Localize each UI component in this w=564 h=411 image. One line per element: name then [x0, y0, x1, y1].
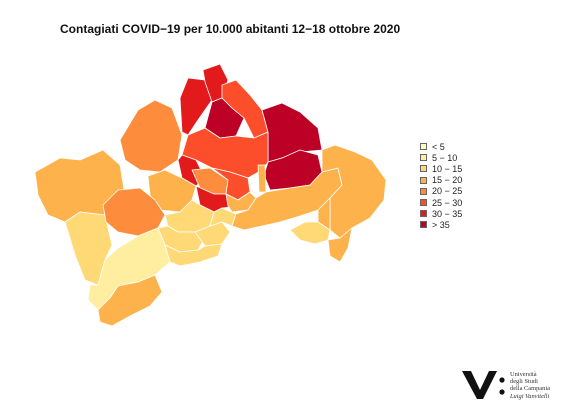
legend-item: 5 − 10: [420, 152, 462, 163]
legend-label: 5 − 10: [432, 152, 458, 163]
logo-line: Università: [510, 371, 537, 378]
logo-dot-bottom: [499, 389, 505, 395]
map-district: [119, 99, 183, 173]
logo-line: degli Studi: [510, 378, 538, 386]
map-district: [327, 227, 353, 263]
legend-label: 15 − 20: [432, 175, 463, 186]
map-district: [97, 274, 163, 327]
legend-label: 25 − 30: [432, 197, 463, 208]
legend-label: < 5: [432, 141, 445, 152]
legend-label: 10 − 15: [432, 163, 463, 174]
legend-swatch: [420, 165, 427, 173]
legend-swatch: [420, 176, 427, 184]
logo-line-italic: Luigi Vanvitelli: [510, 392, 550, 400]
map-district: [317, 197, 331, 231]
legend-swatch: [420, 143, 427, 151]
map-district: [289, 221, 331, 245]
legend-item: 10 − 15: [420, 163, 462, 174]
logo-dot-top: [499, 377, 505, 383]
map-title: Contagiati COVID−19 per 10.000 abitanti …: [60, 22, 401, 36]
legend-item: 30 − 35: [420, 208, 462, 219]
legend-label: 30 − 35: [432, 208, 463, 219]
map-district: [164, 243, 223, 267]
university-logo: [462, 371, 505, 399]
legend-item: 25 − 30: [420, 197, 462, 208]
legend-swatch: [420, 221, 427, 229]
legend-swatch: [420, 187, 427, 195]
legend-label: 20 − 25: [432, 186, 463, 197]
legend-item: 20 − 25: [420, 186, 462, 197]
legend-item: < 5: [420, 141, 462, 152]
legend-swatch: [420, 154, 427, 162]
map-district: [102, 187, 166, 237]
university-name: Università degli Studi della Campania Lu…: [510, 371, 550, 400]
legend-label: > 35: [432, 219, 450, 230]
map-district: [179, 77, 213, 136]
map-district: [257, 164, 267, 193]
logo-v-mark: [462, 371, 497, 399]
legend-swatch: [420, 210, 427, 218]
legend-swatch: [420, 199, 427, 207]
legend-item: 15 − 20: [420, 175, 462, 186]
logo-line: della Campania: [510, 385, 550, 393]
legend-item: > 35: [420, 219, 462, 230]
